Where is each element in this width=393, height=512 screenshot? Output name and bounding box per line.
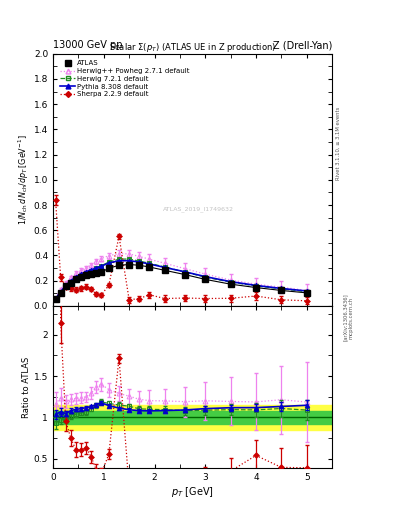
Legend: ATLAS, Herwig++ Powheg 2.7.1 default, Herwig 7.2.1 default, Pythia 8.308 default: ATLAS, Herwig++ Powheg 2.7.1 default, He…	[59, 60, 191, 98]
Title: Scalar $\Sigma(p_T)$ (ATLAS UE in Z production): Scalar $\Sigma(p_T)$ (ATLAS UE in Z prod…	[109, 41, 276, 54]
Text: Rivet 3.1.10, ≥ 3.1M events: Rivet 3.1.10, ≥ 3.1M events	[336, 106, 341, 180]
Text: ATLAS_2019_I1749632: ATLAS_2019_I1749632	[163, 206, 234, 212]
Text: mcplots.cern.ch: mcplots.cern.ch	[349, 296, 354, 338]
Y-axis label: Ratio to ATLAS: Ratio to ATLAS	[22, 356, 31, 418]
Y-axis label: $1/N_\mathsf{ch}\,dN_\mathsf{ch}/dp_T\,[\mathsf{GeV}^{-1}]$: $1/N_\mathsf{ch}\,dN_\mathsf{ch}/dp_T\,[…	[17, 135, 31, 225]
Text: Z (Drell-Yan): Z (Drell-Yan)	[273, 40, 332, 50]
Text: [arXiv:1306.3436]: [arXiv:1306.3436]	[343, 293, 348, 342]
X-axis label: $p_T$ [GeV]: $p_T$ [GeV]	[171, 485, 214, 499]
Text: 13000 GeV pp: 13000 GeV pp	[53, 40, 123, 50]
